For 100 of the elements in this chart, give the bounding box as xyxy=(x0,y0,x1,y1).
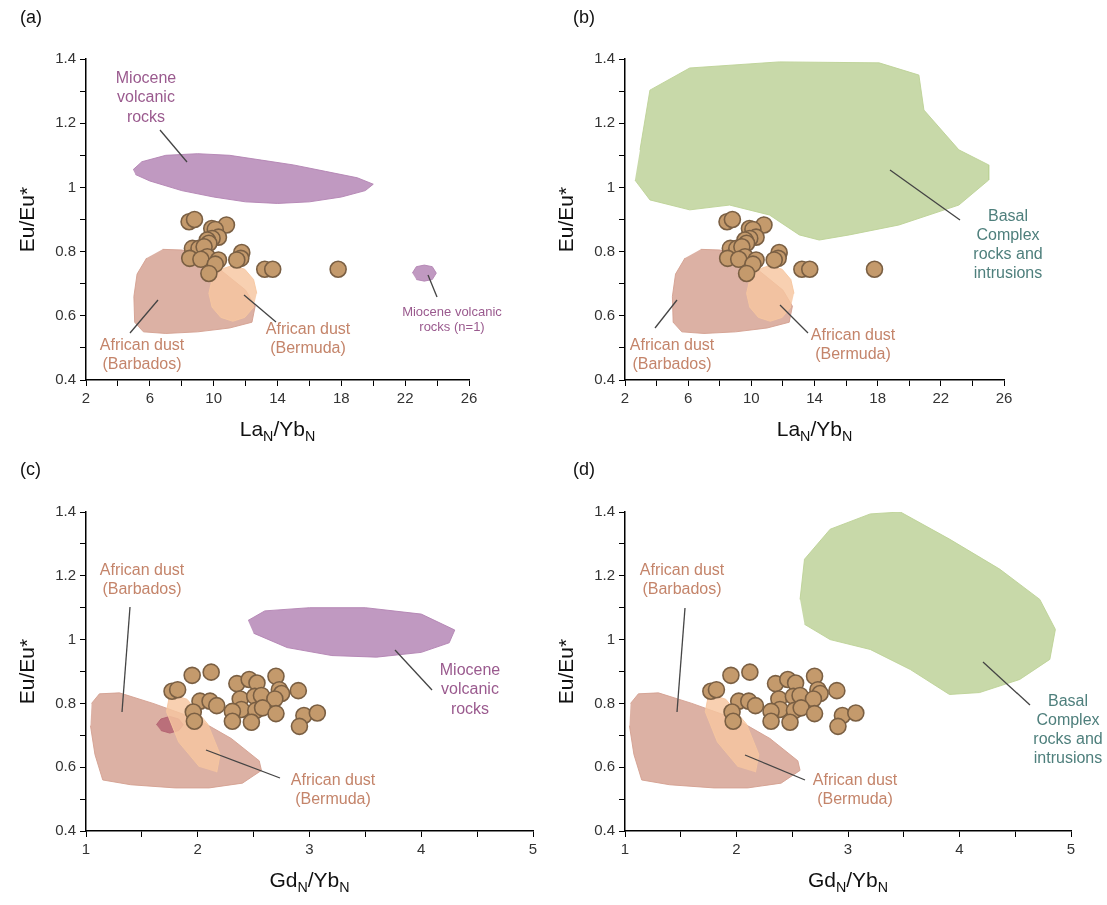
point xyxy=(253,699,272,717)
y-tick-label: 0.8 xyxy=(55,241,76,259)
y-tick-label: 1.2 xyxy=(55,113,76,131)
point xyxy=(762,712,780,731)
x-tick-label: 10 xyxy=(205,389,223,407)
point xyxy=(800,260,819,279)
point xyxy=(308,704,327,722)
y-tick-label: 0.6 xyxy=(55,757,76,775)
x-tick-label: 1 xyxy=(81,840,91,858)
point xyxy=(847,704,865,722)
point xyxy=(168,680,187,699)
point xyxy=(741,663,759,681)
x-tick-label: 3 xyxy=(843,840,853,858)
x-tick-label: 5 xyxy=(528,840,538,858)
y-tick-label: 0.8 xyxy=(594,693,615,711)
chart-title: (d) xyxy=(573,458,595,479)
x-tick-label: 2 xyxy=(620,389,630,407)
point xyxy=(737,264,756,283)
y-axis-title: Eu/Eu* xyxy=(553,638,577,705)
point xyxy=(828,681,846,700)
x-tick-label: 2 xyxy=(193,840,202,858)
x-tick-label: 22 xyxy=(396,389,414,407)
y-tick-label: 1.2 xyxy=(594,565,615,583)
x-tick-label: 3 xyxy=(305,840,314,858)
series-label: African dust (Bermuda) xyxy=(810,325,896,363)
point xyxy=(183,666,201,685)
y-axis-title: Eu/Eu* xyxy=(553,186,577,253)
point xyxy=(329,260,347,279)
x-tick-label: 2 xyxy=(732,840,741,858)
text: African dust (Barbados) xyxy=(639,560,725,598)
x-tick-label: 5 xyxy=(1066,840,1076,858)
text: African dust (Barbados) xyxy=(99,560,185,598)
y-tick-label: 1.2 xyxy=(55,565,76,583)
y-tick-label: 0.6 xyxy=(594,757,615,775)
point xyxy=(865,260,884,279)
point xyxy=(729,250,748,269)
y-tick-label: 0.4 xyxy=(594,821,615,839)
point xyxy=(765,251,784,269)
point xyxy=(723,210,742,229)
y-tick-label: 0.8 xyxy=(55,693,76,711)
x-tick-label: 2 xyxy=(81,389,91,407)
text: Miocene volcanic rocks (n=1) xyxy=(402,303,503,335)
x-tick-label: 18 xyxy=(332,389,350,407)
point xyxy=(290,717,309,736)
series-label: African dust (Barbados) xyxy=(629,335,715,373)
y-tick-label: 1 xyxy=(67,177,76,195)
point xyxy=(707,680,726,699)
y-tick-label: 1 xyxy=(606,629,615,647)
y-tick-label: 0.6 xyxy=(594,305,615,323)
x-tick-label: 4 xyxy=(955,840,964,858)
y-tick-label: 1.4 xyxy=(594,49,615,67)
point xyxy=(185,210,204,229)
y-tick-label: 1 xyxy=(606,177,615,195)
point xyxy=(202,663,220,681)
chart-title: (c) xyxy=(20,458,41,479)
point xyxy=(289,681,308,700)
x-tick-label: 6 xyxy=(145,389,155,407)
point xyxy=(207,696,226,715)
y-tick-label: 0.4 xyxy=(55,370,76,388)
point xyxy=(829,717,847,736)
x-tick-label: 4 xyxy=(417,840,426,858)
point xyxy=(724,712,742,731)
series-label: African dust (Bermuda) xyxy=(265,319,351,357)
y-tick-label: 0.4 xyxy=(55,821,76,839)
x-tick-label: 26 xyxy=(995,389,1013,407)
point xyxy=(185,712,204,731)
series-label: Basal Complex rocks and intrusions xyxy=(1033,691,1103,767)
x-tick-label: 1 xyxy=(620,840,630,858)
point xyxy=(263,260,282,279)
point xyxy=(242,713,261,732)
point xyxy=(267,704,285,723)
chart-title: (a) xyxy=(20,6,42,27)
x-tick-label: 14 xyxy=(269,389,286,407)
y-tick-label: 0.8 xyxy=(594,241,615,259)
point xyxy=(746,696,765,715)
text: African dust (Bermuda) xyxy=(812,770,898,808)
point xyxy=(200,264,218,283)
y-tick-label: 1.2 xyxy=(594,113,615,131)
chart-title: (b) xyxy=(573,6,595,27)
x-tick-label: 18 xyxy=(869,389,887,407)
x-tick-label: 14 xyxy=(806,389,823,407)
y-tick-label: 1.4 xyxy=(594,502,615,520)
y-tick-label: 1.4 xyxy=(55,49,76,67)
y-axis-title: Eu/Eu* xyxy=(14,638,38,705)
point xyxy=(192,250,210,269)
point xyxy=(805,704,824,723)
y-tick-label: 0.4 xyxy=(594,370,615,388)
series-label: African dust (Barbados) xyxy=(99,335,185,373)
y-tick-label: 0.6 xyxy=(55,305,76,323)
point xyxy=(781,713,799,732)
y-axis-title: Eu/Eu* xyxy=(14,186,38,253)
point xyxy=(792,699,810,717)
y-tick-label: 1 xyxy=(67,629,76,647)
point xyxy=(228,251,246,269)
point xyxy=(722,666,740,685)
y-tick-label: 1.4 xyxy=(55,502,76,520)
x-tick-label: 22 xyxy=(932,389,950,407)
series-label: Miocene volcanic rocks xyxy=(439,661,501,717)
series-label: Basal Complex rocks and intrusions xyxy=(973,206,1043,282)
text: African dust (Bermuda) xyxy=(290,770,376,808)
